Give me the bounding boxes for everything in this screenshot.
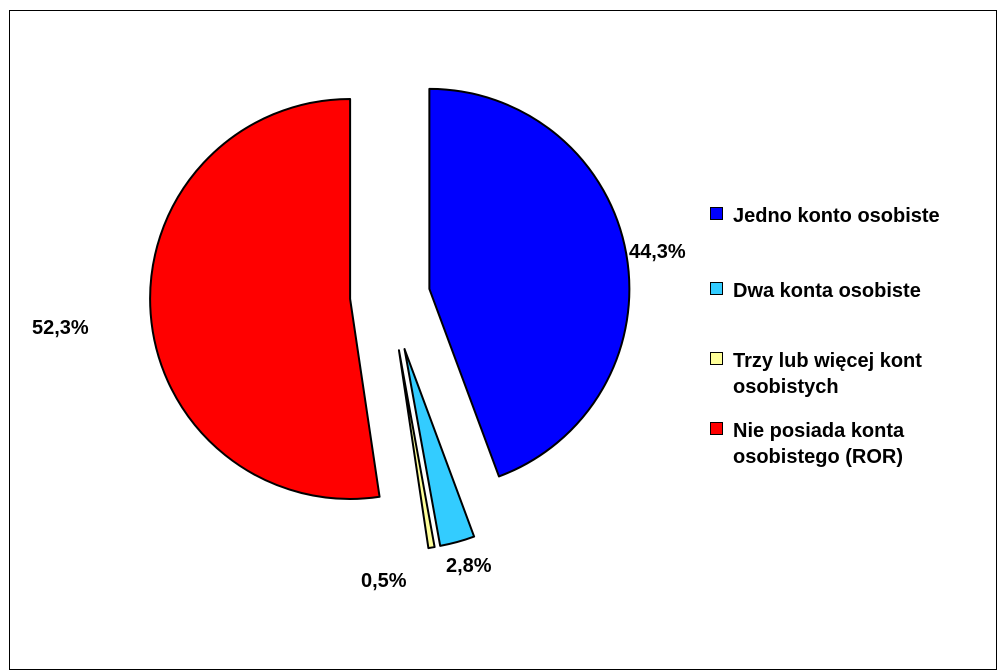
slice-value-label: 0,5% (361, 570, 407, 592)
slice-value-label: 52,3% (32, 317, 89, 339)
legend-label: Jedno konto osobiste (733, 205, 940, 227)
legend-label: Nie posiada konta osobistego (ROR) (733, 420, 905, 468)
pie-chart: 44,3% 2,8% 0,5% 52,3% (32, 87, 686, 592)
pie-slice (403, 348, 476, 547)
legend-label: Dwa konta osobiste (733, 280, 921, 302)
legend-swatch (710, 352, 723, 365)
pie-slice (149, 97, 381, 500)
chart-area: 44,3% 2,8% 0,5% 52,3% Jedno konto osobiste … (9, 10, 997, 670)
pie-slice (397, 349, 436, 550)
chart-caption (0, 0, 1000, 7)
legend-swatch (710, 422, 723, 435)
legend-label: Trzy lub więcej kont osobistych (733, 350, 922, 398)
legend-swatch (710, 207, 723, 220)
pie-slice (428, 87, 631, 478)
legend-swatch (710, 282, 723, 295)
slice-value-label: 44,3% (629, 241, 686, 263)
slice-value-label: 2,8% (446, 555, 492, 577)
